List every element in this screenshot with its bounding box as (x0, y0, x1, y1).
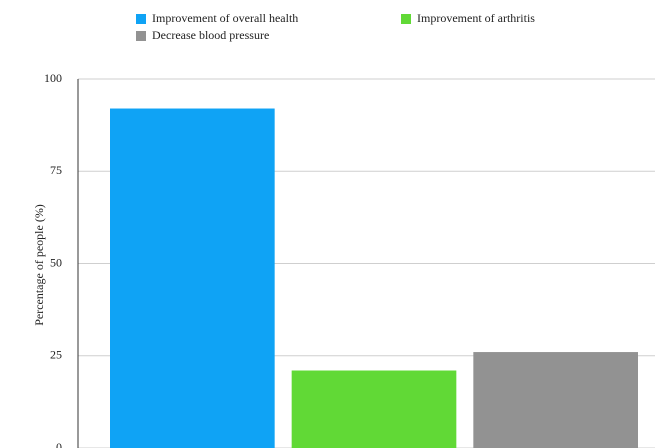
legend-label: Improvement of overall health (152, 11, 298, 25)
legend-swatch (136, 31, 146, 41)
legend-label: Decrease blood pressure (152, 28, 269, 42)
legend-label: Improvement of arthritis (417, 11, 535, 25)
y-tick-label: 25 (50, 348, 62, 362)
legend-swatch (136, 14, 146, 24)
y-tick-label: 100 (44, 71, 62, 85)
y-tick-label: 0 (56, 440, 62, 448)
y-tick-label: 50 (50, 255, 62, 269)
legend-swatch (401, 14, 411, 24)
bar (473, 352, 638, 448)
bar (110, 108, 275, 448)
y-axis-label: Percentage of people (%) (32, 204, 46, 326)
y-tick-label: 75 (50, 163, 62, 177)
bar (291, 370, 457, 448)
